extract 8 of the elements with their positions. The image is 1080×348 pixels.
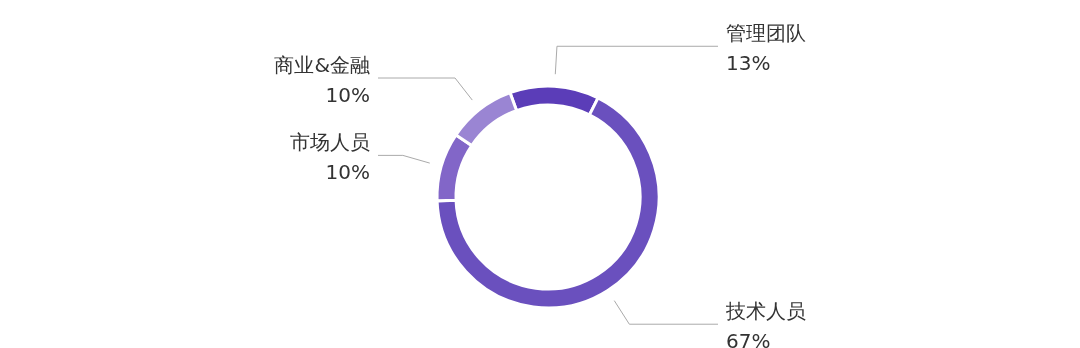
data-label: 10% — [325, 160, 370, 185]
data-label: 13% — [726, 51, 771, 76]
slice-label: 商业&金融 — [274, 53, 370, 78]
slice-label: 技术人员 — [725, 299, 806, 324]
data-label: 67% — [726, 329, 771, 348]
data-label: 10% — [325, 83, 370, 108]
slice-label: 管理团队 — [726, 21, 806, 46]
slice-label: 市场人员 — [290, 130, 370, 155]
